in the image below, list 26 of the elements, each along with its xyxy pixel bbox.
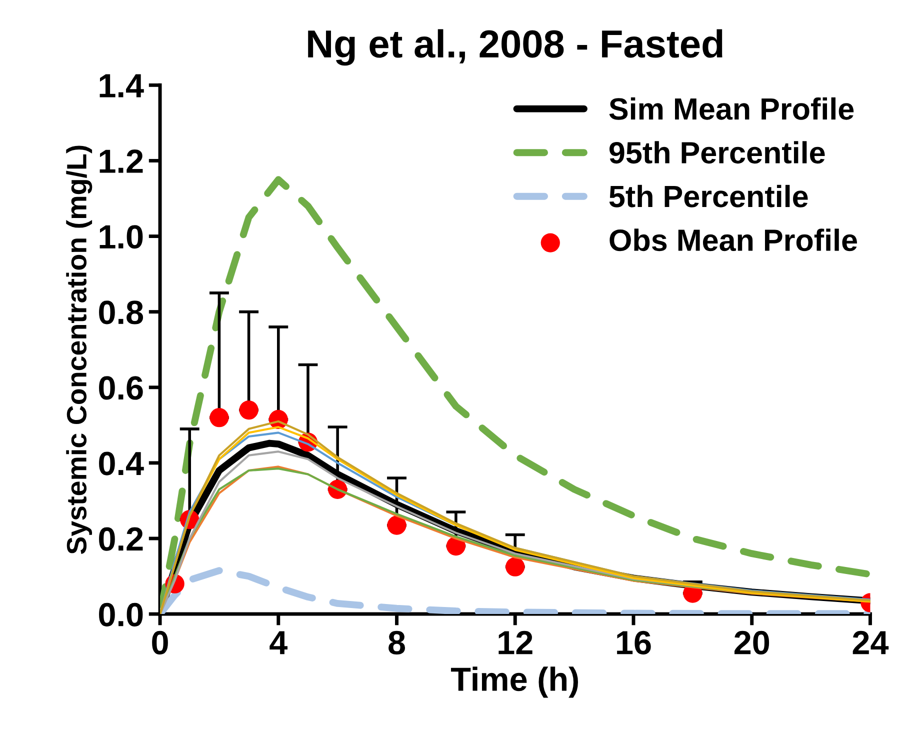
y-tick-label: 0.4 — [99, 452, 144, 476]
x-tick-label: 12 — [498, 630, 532, 654]
x-tick-label: 4 — [270, 631, 288, 654]
x-tick-label: 24 — [852, 630, 889, 654]
x-tick-label: 0 — [152, 630, 168, 654]
point — [506, 557, 525, 576]
y-tick-label: 0.2 — [99, 527, 143, 551]
x-tick-label: 8 — [388, 630, 406, 654]
y-tick-label: 1.4 — [100, 74, 144, 98]
legend-label: Sim Mean Profile — [609, 97, 854, 120]
x-tick-label: 16 — [617, 630, 651, 654]
point — [210, 408, 229, 428]
x-axis-title: Time (h) — [450, 666, 578, 698]
y-tick-label: 1.2 — [100, 150, 143, 173]
legend-label: Obs Mean Profile — [610, 228, 857, 252]
x-tick-label: 20 — [734, 630, 770, 654]
y-axis-title: Systemic Concentration (mg/L) — [66, 146, 92, 554]
legend-label: 5th Percentile — [609, 184, 808, 208]
y-tick-label: 1.0 — [100, 225, 143, 249]
chart-title: Ng et al., 2008 - Fasted — [308, 29, 722, 66]
legend-label: 95th Percentile — [609, 141, 825, 164]
point — [387, 516, 406, 535]
y-tick-label: 0.0 — [99, 602, 143, 626]
y-tick-label: 0.8 — [99, 300, 144, 324]
point — [239, 400, 258, 420]
y-tick-label: 0.6 — [99, 376, 143, 400]
